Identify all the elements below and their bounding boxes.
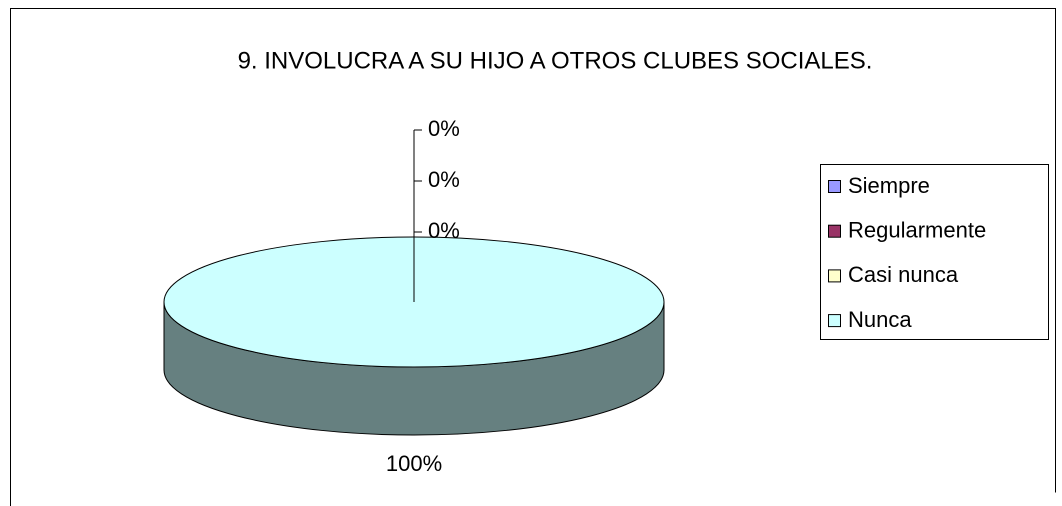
chart-frame (10, 8, 1056, 506)
legend-label: Nunca (848, 307, 912, 332)
chart-title: 9. INVOLUCRA A SU HIJO A OTROS CLUBES SO… (238, 47, 873, 74)
legend-swatch (828, 180, 841, 193)
legend-label: Regularmente (848, 218, 986, 243)
legend-label: Casi nunca (848, 262, 959, 287)
legend-swatch (828, 269, 841, 283)
legend-label: Siempre (848, 173, 930, 198)
data-label: 0% (428, 116, 460, 141)
legend-box (820, 164, 1049, 340)
data-label: 0% (428, 167, 460, 192)
legend-swatch (828, 314, 841, 328)
data-label: 0% (428, 218, 460, 243)
data-label: 100% (386, 451, 442, 476)
legend-swatch (828, 224, 841, 238)
